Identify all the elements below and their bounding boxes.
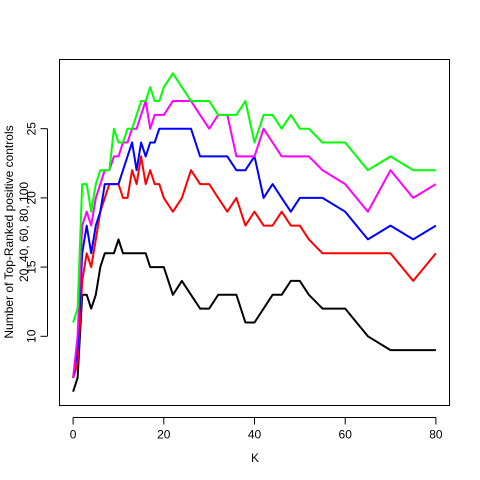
series-line-2 xyxy=(72,155,437,379)
series-line-1 xyxy=(72,238,436,393)
y-axis-title-line-1: Number of Top-Ranked positive controls xyxy=(2,125,16,338)
series-line-3 xyxy=(72,127,437,378)
y-tick-label: 25 xyxy=(25,122,39,136)
x-tick-label: 40 xyxy=(248,428,262,442)
y-tick-label: 15 xyxy=(25,260,39,274)
y-tick-label: 10 xyxy=(25,329,39,343)
x-axis-title: K xyxy=(251,451,259,465)
plot-box xyxy=(59,59,450,406)
x-tick-label: 20 xyxy=(157,428,171,442)
x-tick-label: 0 xyxy=(70,428,77,442)
x-tick-label: 80 xyxy=(429,428,443,442)
series-layer xyxy=(72,72,437,393)
y-axis: 10 15 20 25 xyxy=(25,122,48,343)
series-line-5 xyxy=(72,72,436,323)
x-tick-label: 60 xyxy=(339,428,353,442)
y-tick-label: 20 xyxy=(25,191,39,205)
x-axis: 0 20 40 60 80 xyxy=(70,417,443,442)
y-axis-title-line-2: 20, 40, 60, 80, 100 xyxy=(17,182,31,282)
